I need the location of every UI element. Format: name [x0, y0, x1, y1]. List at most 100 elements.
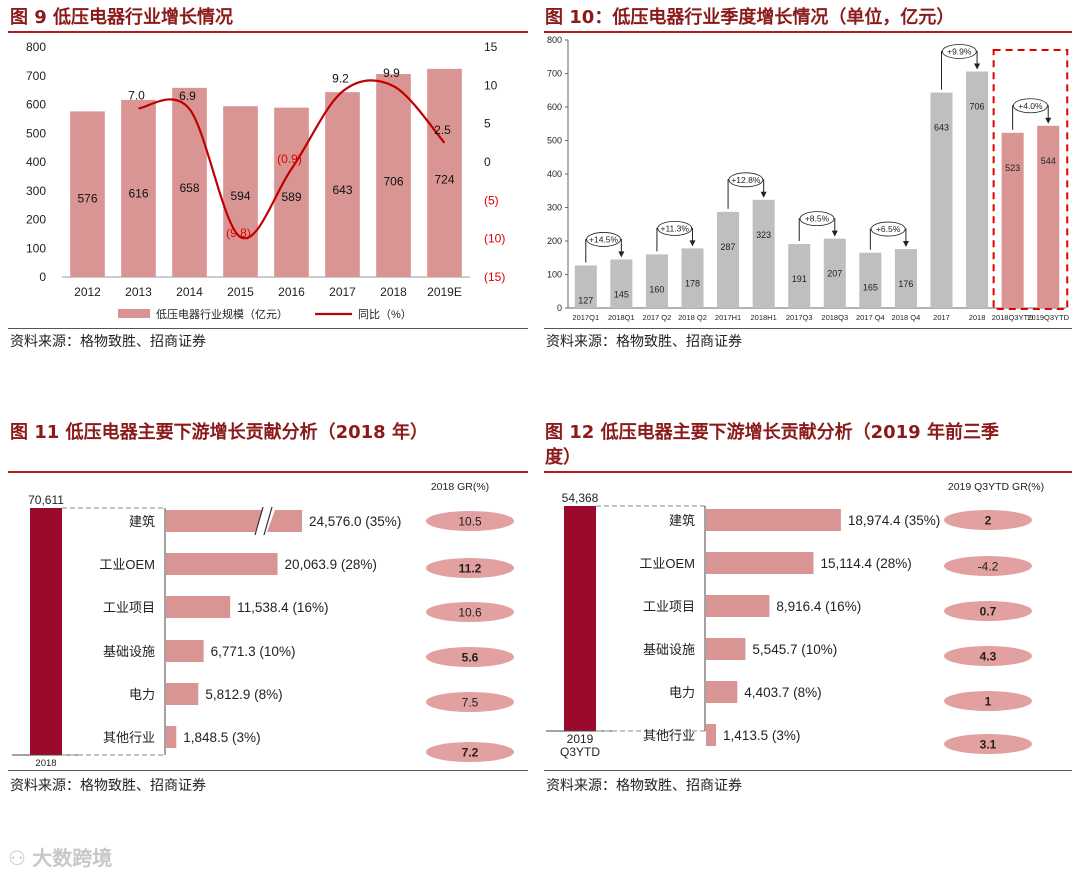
- fig10-x-tick: 2018 Q2: [678, 313, 707, 322]
- fig10-bar-label: 544: [1041, 156, 1056, 166]
- fig11-growth-label: 10.6: [458, 606, 482, 620]
- fig10-growth-label: +11.3%: [660, 223, 689, 233]
- fig11-total-bar: [30, 508, 62, 755]
- fig12-bar: [706, 724, 717, 746]
- fig10-x-tick: 2018Q3: [821, 313, 848, 322]
- fig9-bar-label: 643: [332, 183, 352, 197]
- fig10-bar: [788, 244, 811, 308]
- fig10-growth-label: +9.9%: [947, 46, 972, 56]
- fig12-category-label: 基础设施: [643, 642, 695, 657]
- fig12-value-label: 5,545.7 (10%): [752, 642, 837, 657]
- fig10-x-tick: 2018Q1: [608, 313, 635, 322]
- fig10-bar-label: 643: [934, 123, 949, 133]
- fig10-bar-label: 160: [649, 284, 664, 294]
- fig10-bar-label: 178: [685, 278, 700, 288]
- fig9-line-label: 7.0: [128, 88, 145, 102]
- fig10-x-tick: 2017Q1: [572, 313, 599, 322]
- fig10-highlight-box: [992, 49, 1069, 311]
- fig9-y2-tick: 5: [484, 117, 491, 131]
- fig10-bar-label: 127: [578, 295, 593, 305]
- fig12-source-rule: [544, 770, 1072, 771]
- fig12-category-label: 工业项目: [643, 599, 695, 614]
- fig10-bar: [717, 211, 740, 308]
- fig11-source-rule: [8, 770, 528, 771]
- fig12-category-label: 工业OEM: [639, 556, 695, 571]
- fig12-growth-label: -4.2: [978, 560, 999, 574]
- fig9-line-label: 9.2: [332, 71, 349, 85]
- fig11-growth-label: 7.5: [462, 696, 479, 710]
- fig10-chart: 0 100 200 300 400 500 600 700 800 127 2017Q1 145 201…: [547, 35, 1070, 322]
- fig11-chart: 2018 GR(%) 70,611 2018 建筑 24,576.0 (35%) 10.5…: [12, 481, 514, 769]
- fig11-growth-ellipse: [426, 511, 514, 531]
- fig10-bar-label: 287: [721, 242, 736, 252]
- watermark-text: 大数跨境: [32, 846, 113, 870]
- fig11-category-label: 其他行业: [103, 730, 155, 745]
- fig11-bar: [166, 596, 231, 618]
- fig11-value-label: 1,848.5 (3%): [183, 730, 260, 745]
- fig12-category-label: 电力: [669, 685, 695, 700]
- fig10-growth-arrow: [974, 63, 981, 70]
- fig10-bar-label: 176: [898, 279, 913, 289]
- fig10-growth-ellipse: [1013, 98, 1048, 114]
- fig9-x-tick: 2016: [278, 285, 305, 299]
- fig12-growth-ellipse: [944, 556, 1032, 576]
- fig11-bar-break-line: [254, 506, 264, 536]
- fig11-total-label: 70,611: [28, 493, 64, 507]
- fig9-legend-line-label: 同比（%）: [358, 308, 412, 321]
- fig10-growth-arrow: [831, 230, 838, 237]
- fig10-bar-label: 145: [614, 289, 629, 299]
- fig11-title: 图 11 低压电器主要下游增长贡献分析（2018 年）: [10, 422, 428, 443]
- fig12-growth-label: 2: [985, 514, 992, 528]
- fig10-growth-ellipse: [799, 211, 835, 227]
- fig10-bar: [645, 254, 668, 308]
- fig11-category-label: 建筑: [129, 514, 155, 529]
- fig10-bar-label: 191: [792, 274, 807, 284]
- watermark-logo-icon: ⚇: [8, 846, 33, 870]
- fig11-growth-ellipse: [426, 602, 514, 622]
- fig9-y-tick: 800: [26, 40, 46, 54]
- fig12-category-label: 其他行业: [643, 728, 695, 743]
- fig12-value-label: 15,114.4 (28%): [820, 556, 911, 571]
- fig10-title-rule: [544, 31, 1072, 33]
- fig12-title: 图 12 低压电器主要下游增长贡献分析（2019 年前三季: [545, 422, 999, 443]
- fig9-y2-tick: 15: [484, 40, 498, 54]
- fig10-x-tick: 2017H1: [715, 313, 741, 322]
- fig10-y-tick: 0: [557, 303, 562, 313]
- fig9-bar-label: 576: [77, 191, 97, 205]
- fig11-bar: [166, 640, 204, 662]
- fig9-y-tick: 700: [26, 69, 46, 83]
- fig9-chart: 0 100 200 300 400 500 600 700 800 15 10 5 0 (5) (10) (1…: [26, 40, 505, 321]
- fig9-y-tick: 200: [26, 213, 46, 227]
- fig11-title-rule: [8, 471, 528, 473]
- fig9-bar-label: 616: [128, 186, 148, 200]
- fig9-bar: [376, 74, 411, 278]
- fig9-x-tick: 2013: [125, 285, 152, 299]
- fig10-x-tick: 2018H1: [751, 313, 777, 322]
- fig10-y-tick: 500: [547, 136, 562, 146]
- fig11-value-label: 24,576.0 (35%): [309, 514, 401, 529]
- fig11-category-label: 工业OEM: [99, 557, 155, 572]
- fig10-source-rule: [544, 328, 1072, 329]
- fig9-title-rule: [8, 31, 528, 33]
- fig9-y2-tick: (10): [484, 232, 505, 246]
- fig9-y-tick: 600: [26, 98, 46, 112]
- fig11-bar: [166, 510, 302, 532]
- fig9-bar: [70, 111, 105, 278]
- fig9-y2-tick: (15): [484, 270, 505, 284]
- fig10-growth-label: +12.8%: [731, 175, 761, 185]
- fig10-growth-label: +8.5%: [805, 214, 830, 224]
- fig9-x-tick: 2015: [227, 285, 254, 299]
- fig11-value-label: 5,812.9 (8%): [205, 687, 282, 702]
- fig9-line-label: 6.9: [179, 89, 196, 103]
- fig12-value-label: 1,413.5 (3%): [723, 728, 800, 743]
- fig9-y-tick: 300: [26, 184, 46, 198]
- fig9-x-tick: 2017: [329, 285, 356, 299]
- fig10-x-tick: 2017 Q4: [856, 313, 885, 322]
- fig9-bar-label: 594: [230, 189, 250, 203]
- fig10-bar: [1037, 125, 1060, 308]
- fig10-bar-label: 706: [970, 101, 985, 111]
- fig9-source-rule: [8, 328, 528, 329]
- fig10-bar-label: 523: [1005, 163, 1020, 173]
- fig10-x-tick: 2019Q3YTD: [1027, 313, 1069, 322]
- fig12-total-label: 54,368: [562, 491, 599, 505]
